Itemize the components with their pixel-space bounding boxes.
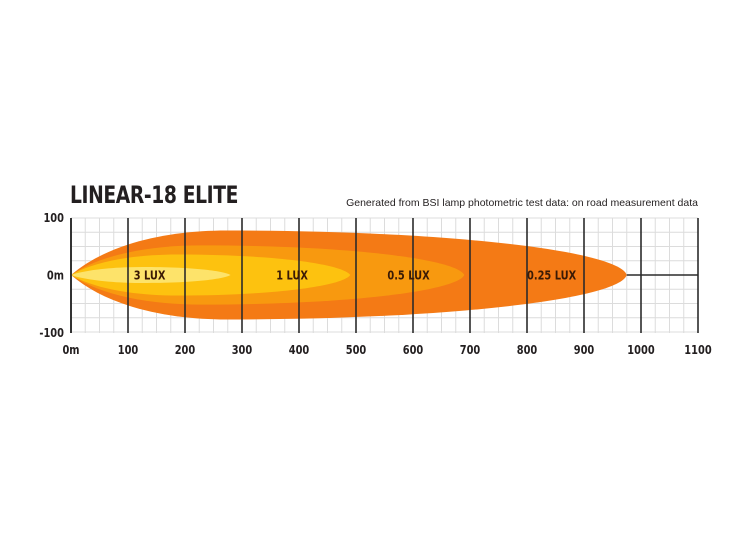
x-tick-label: 400 (289, 343, 310, 357)
x-tick-label: 1000 (627, 343, 655, 357)
x-tick-label: 200 (175, 343, 196, 357)
beam-pattern (71, 230, 627, 320)
y-tick-label: 100 (43, 211, 64, 225)
chart-subtitle: Generated from BSI lamp photometric test… (346, 197, 698, 209)
x-tick-label: 300 (232, 343, 253, 357)
beam-3-lux (71, 267, 231, 283)
lux-label: 3 LUX (134, 269, 166, 283)
x-tick-label: 600 (403, 343, 424, 357)
x-tick-label: 900 (574, 343, 595, 357)
lux-labels: 0.25 LUX 0.5 LUX 1 LUX 3 LUX (134, 269, 577, 283)
grid-major (70, 218, 699, 333)
y-tick-label: -100 (39, 326, 64, 340)
lux-label: 0.5 LUX (387, 269, 430, 283)
chart-title: LINEAR-18 ELITE (70, 181, 238, 209)
lux-label: 0.25 LUX (527, 269, 577, 283)
y-tick-label: 0m (47, 269, 64, 283)
x-tick-label: 800 (517, 343, 538, 357)
x-tick-label: 0m (62, 343, 79, 357)
lux-label: 1 LUX (276, 269, 308, 283)
x-tick-label: 100 (118, 343, 139, 357)
x-tick-label: 500 (346, 343, 367, 357)
x-tick-label: 1100 (684, 343, 712, 357)
axis-labels: 0m 100 200 300 400 500 600 700 800 900 1000 1100 100… (39, 211, 712, 357)
x-tick-label: 700 (460, 343, 481, 357)
